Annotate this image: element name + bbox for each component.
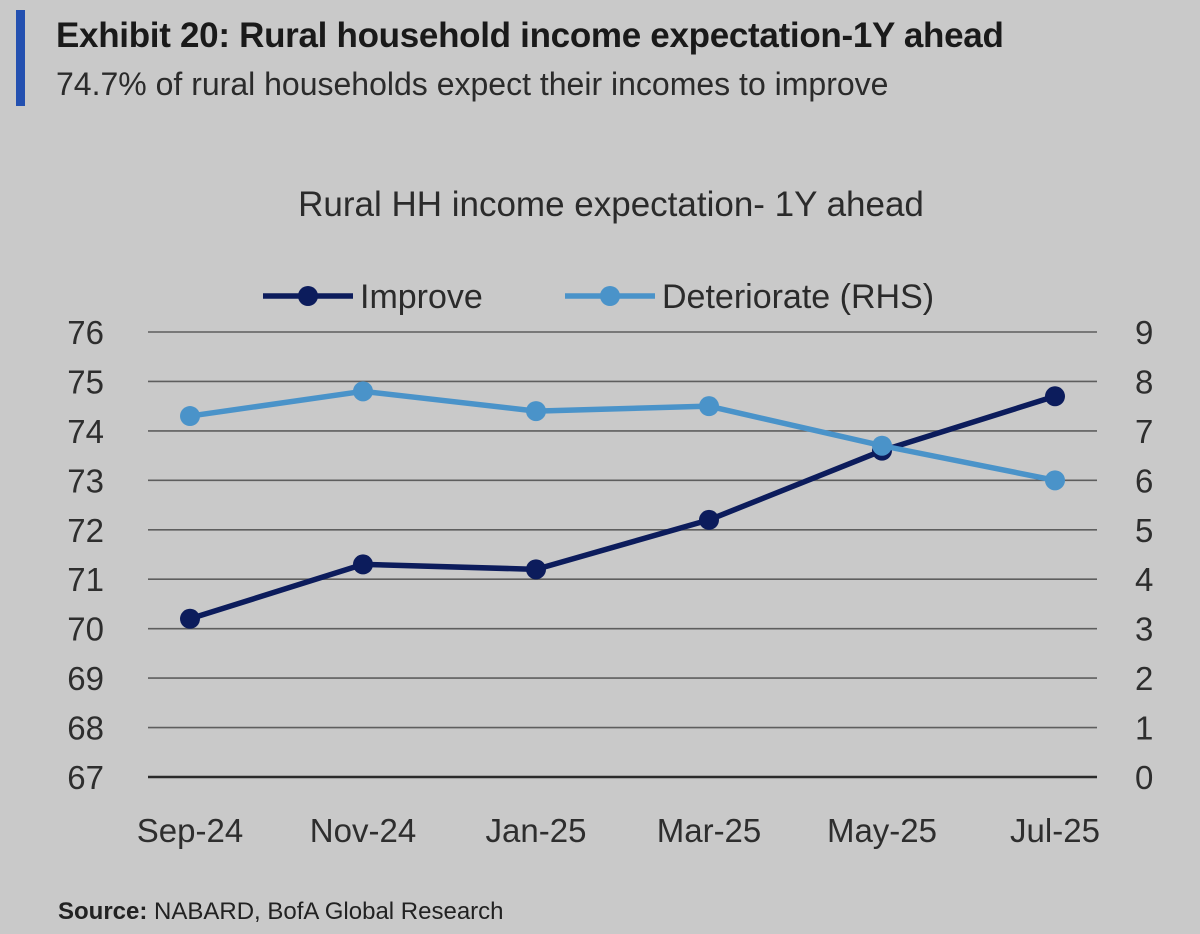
y-right-tick-label: 6 (1135, 462, 1153, 499)
data-point-deteriorate-rhs (872, 435, 892, 456)
data-point-deteriorate-rhs (699, 396, 719, 417)
exhibit-subtitle: 74.7% of rural households expect their i… (56, 66, 889, 102)
chart-title: Rural HH income expectation- 1Y ahead (298, 185, 924, 224)
y-right-tick-label: 0 (1135, 759, 1153, 796)
data-point-improve (699, 509, 719, 530)
data-point-improve (353, 554, 373, 575)
source-text: NABARD, BofA Global Research (154, 898, 504, 925)
legend-marker-improve (298, 286, 318, 306)
y-left-tick-label: 75 (67, 363, 104, 400)
data-point-deteriorate-rhs (1045, 470, 1065, 491)
title-accent-bar (16, 10, 25, 106)
y-right-tick-label: 2 (1135, 660, 1153, 697)
y-right-tick-label: 3 (1135, 611, 1153, 648)
data-point-deteriorate-rhs (180, 406, 200, 427)
source-label: Source: (58, 898, 148, 925)
y-left-tick-label: 69 (67, 660, 104, 697)
y-left-tick-label: 67 (67, 759, 104, 796)
y-left-tick-label: 76 (67, 314, 104, 351)
y-right-tick-label: 5 (1135, 512, 1153, 549)
y-right-tick-label: 7 (1135, 413, 1153, 450)
data-point-improve (526, 559, 546, 580)
x-tick-label: Sep-24 (137, 812, 243, 849)
y-left-tick-label: 68 (67, 710, 104, 747)
data-point-deteriorate-rhs (526, 401, 546, 422)
x-tick-label: Mar-25 (657, 812, 762, 849)
series-line-deteriorate-rhs (187, 388, 1058, 484)
y-right-tick-label: 4 (1135, 561, 1153, 598)
legend-label-improve: Improve (360, 278, 483, 316)
data-point-improve (1045, 386, 1065, 407)
source-line: Source: NABARD, BofA Global Research (58, 898, 504, 926)
legend-label-deteriorate-rhs: Deteriorate (RHS) (662, 278, 934, 316)
y-left-tick-label: 73 (67, 462, 104, 499)
y-left-tick-label: 72 (67, 512, 104, 549)
series-line-improve (187, 393, 1058, 622)
x-tick-label: Jan-25 (486, 812, 587, 849)
x-tick-label: Nov-24 (310, 812, 416, 849)
data-point-improve (180, 608, 200, 629)
y-left-tick-label: 74 (67, 413, 104, 450)
x-tick-label: May-25 (827, 812, 937, 849)
y-left-tick-label: 70 (67, 611, 104, 648)
y-left-tick-label: 71 (67, 561, 104, 598)
exhibit-title: Exhibit 20: Rural household income expec… (56, 16, 1004, 55)
y-right-tick-label: 9 (1135, 314, 1153, 351)
data-point-deteriorate-rhs (353, 381, 373, 402)
y-right-tick-label: 8 (1135, 363, 1153, 400)
y-right-tick-label: 1 (1135, 710, 1153, 747)
x-tick-label: Jul-25 (1010, 812, 1100, 849)
legend-marker-deteriorate-rhs (600, 286, 620, 306)
